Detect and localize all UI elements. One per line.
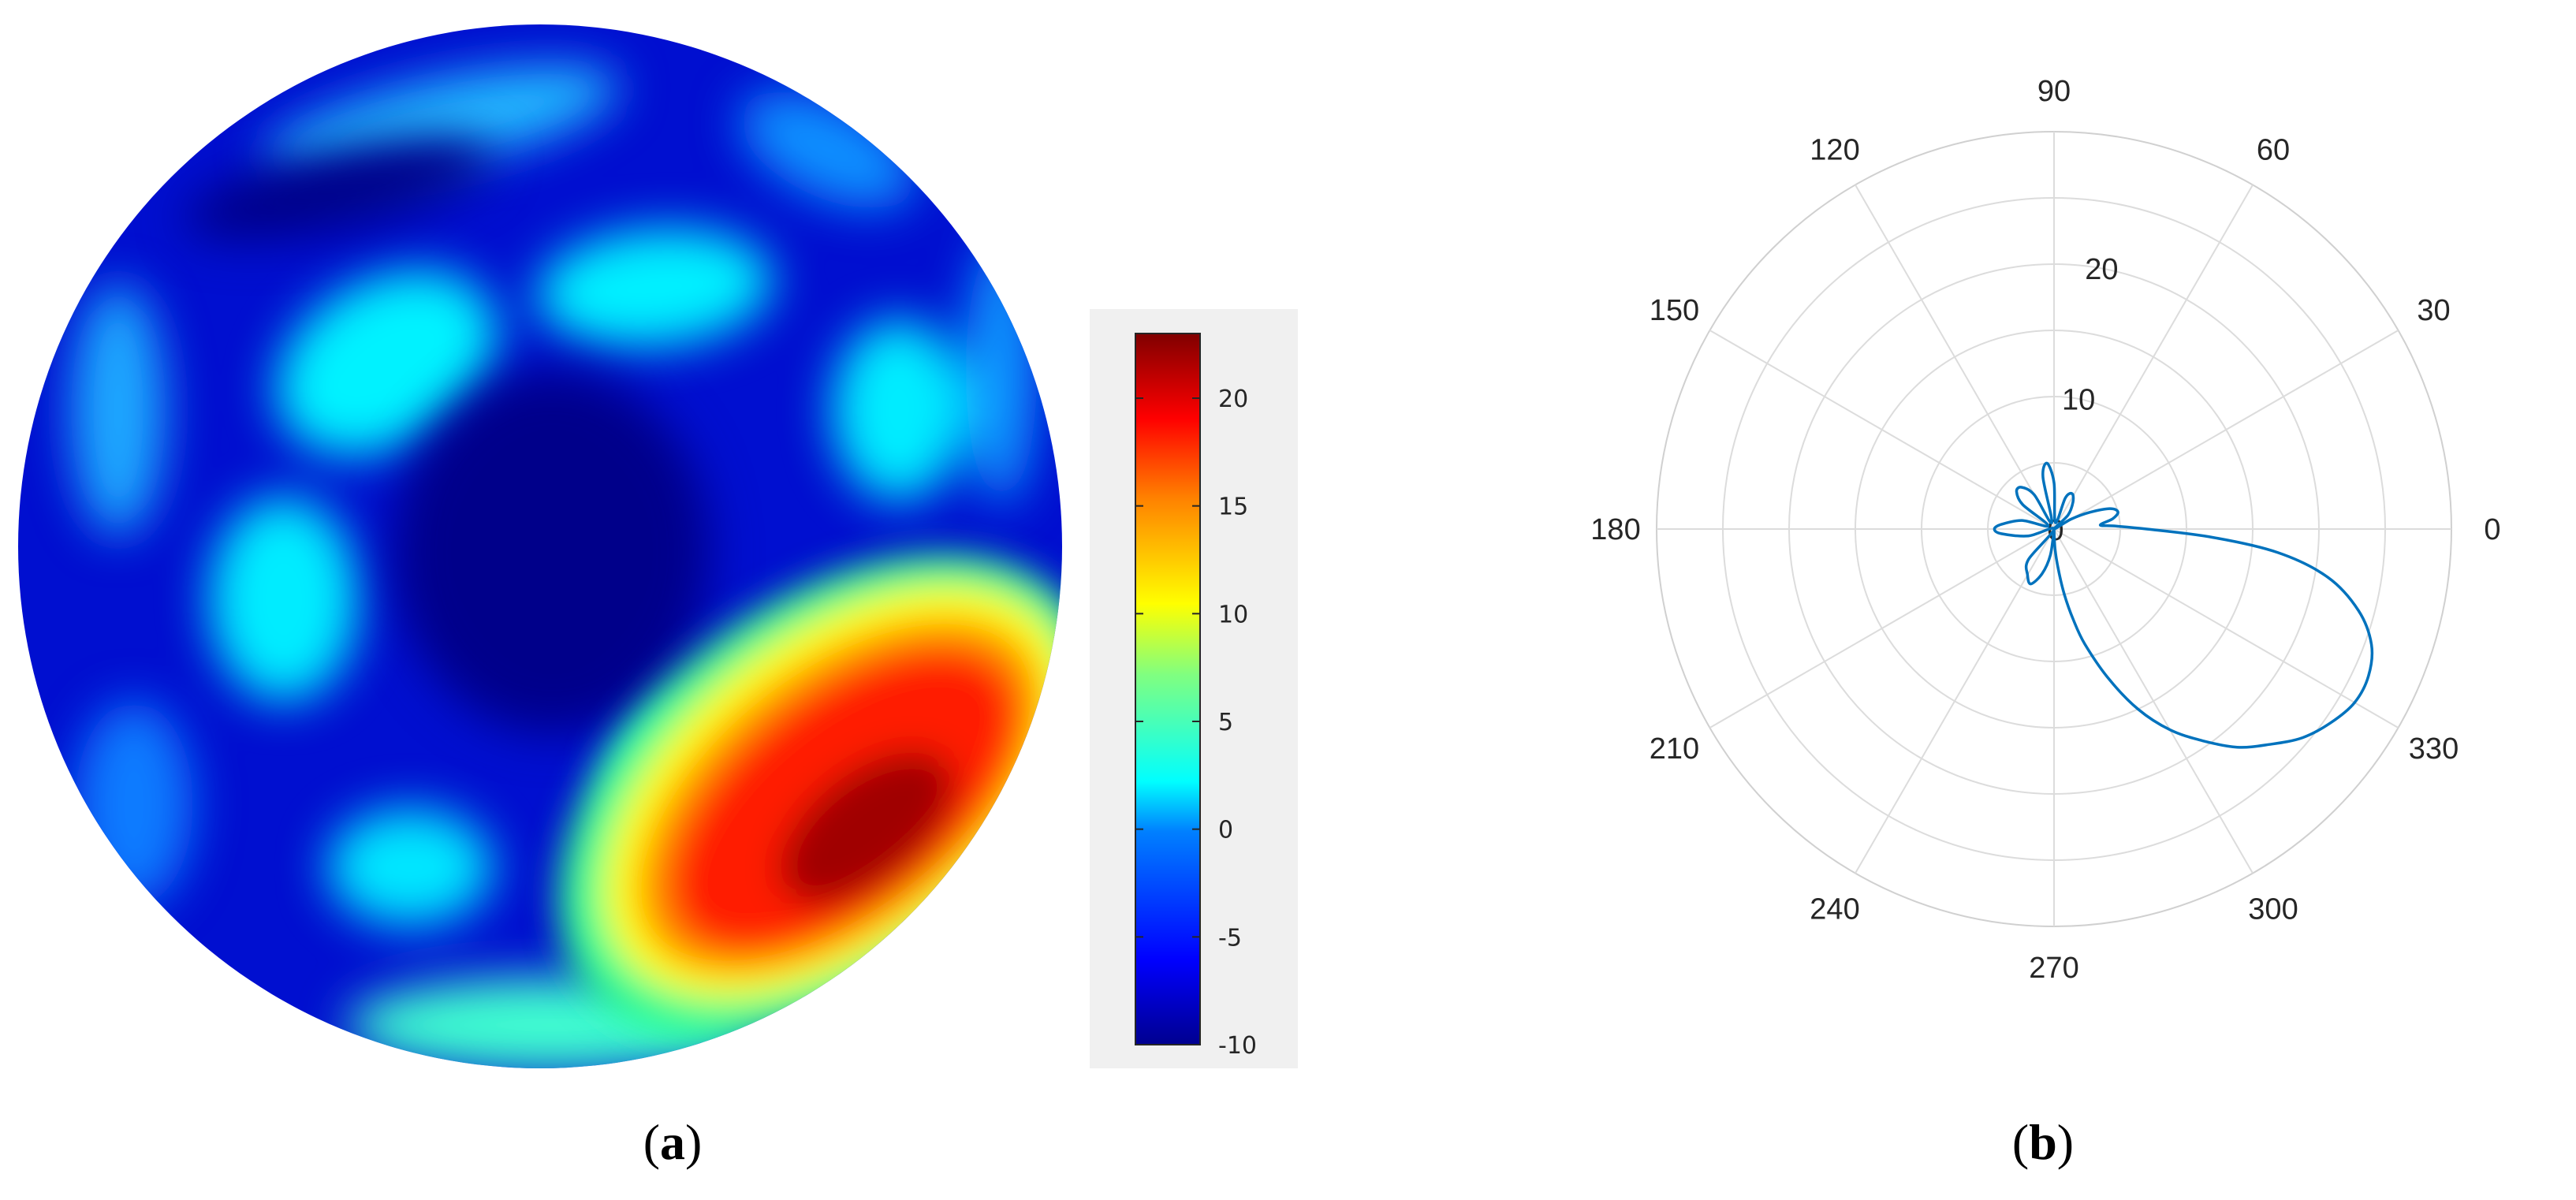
- panel-b-polar: 0 30 60 90 120 150 180 210 240 270 300 330 0 10 20: [1590, 75, 2500, 985]
- colorbar: 20 15 10 5 0 -5 -10: [1090, 309, 1298, 1068]
- polar-grid-spoke: [2053, 184, 2254, 530]
- polar-angle-tick-label: 0: [2484, 513, 2500, 546]
- polar-grid-spoke: [2053, 330, 2399, 530]
- polar-grid-spoke: [1709, 330, 2055, 530]
- colorbar-tick-label: 0: [1218, 817, 1233, 844]
- polar-grid-spoke: [1855, 528, 2055, 874]
- caption-a: (a): [643, 1114, 703, 1170]
- polar-angle-tick-label: 240: [1810, 893, 1859, 926]
- polar-angle-tick-label: 330: [2409, 732, 2459, 766]
- polar-grid-spoke: [2053, 528, 2254, 874]
- polar-grid-spoke: [2053, 528, 2399, 729]
- polar-grid-spoke: [1855, 184, 2055, 530]
- polar-grid-spoke: [1709, 528, 2055, 729]
- colorbar-tick-label: 10: [1218, 601, 1248, 628]
- polar-radial-tick-label: 10: [2062, 384, 2095, 417]
- heatmap-dark-core: [185, 138, 710, 733]
- polar-series-line: [1993, 461, 2374, 749]
- colorbar-tick-label: 20: [1218, 386, 1248, 413]
- polar-angle-tick-label: 210: [1650, 732, 1699, 766]
- polar-angle-tick-label: 30: [2417, 294, 2450, 327]
- colorbar-tick-label: 5: [1218, 709, 1233, 736]
- polar-angle-tick-label: 180: [1590, 513, 1640, 546]
- colorbar-gradient: [1135, 333, 1201, 1045]
- colorbar-tick-label: 15: [1218, 494, 1248, 521]
- caption-b: (b): [2012, 1114, 2074, 1170]
- polar-angle-tick-label: 300: [2248, 893, 2298, 926]
- polar-angle-tick-label: 120: [1810, 133, 1859, 166]
- polar-angle-tick-label: 270: [2029, 952, 2078, 985]
- colorbar-tick-label: -10: [1218, 1032, 1257, 1060]
- polar-grid: [1656, 131, 2452, 927]
- colorbar-tick-label: -5: [1218, 924, 1242, 952]
- polar-angle-tick-label: 150: [1650, 294, 1699, 327]
- polar-angle-labels: 0 30 60 90 120 150 180 210 240 270 300 330: [1590, 75, 2500, 985]
- polar-angle-tick-label: 90: [2037, 75, 2071, 108]
- colorbar-ticks: 20 15 10 5 0 -5 -10: [1135, 386, 1257, 1060]
- heatmap-side-lobes: [71, 65, 1037, 1068]
- polar-radial-tick-label: 20: [2085, 253, 2118, 286]
- panel-a-heatmap: [18, 24, 1062, 1068]
- polar-angle-tick-label: 60: [2257, 133, 2290, 166]
